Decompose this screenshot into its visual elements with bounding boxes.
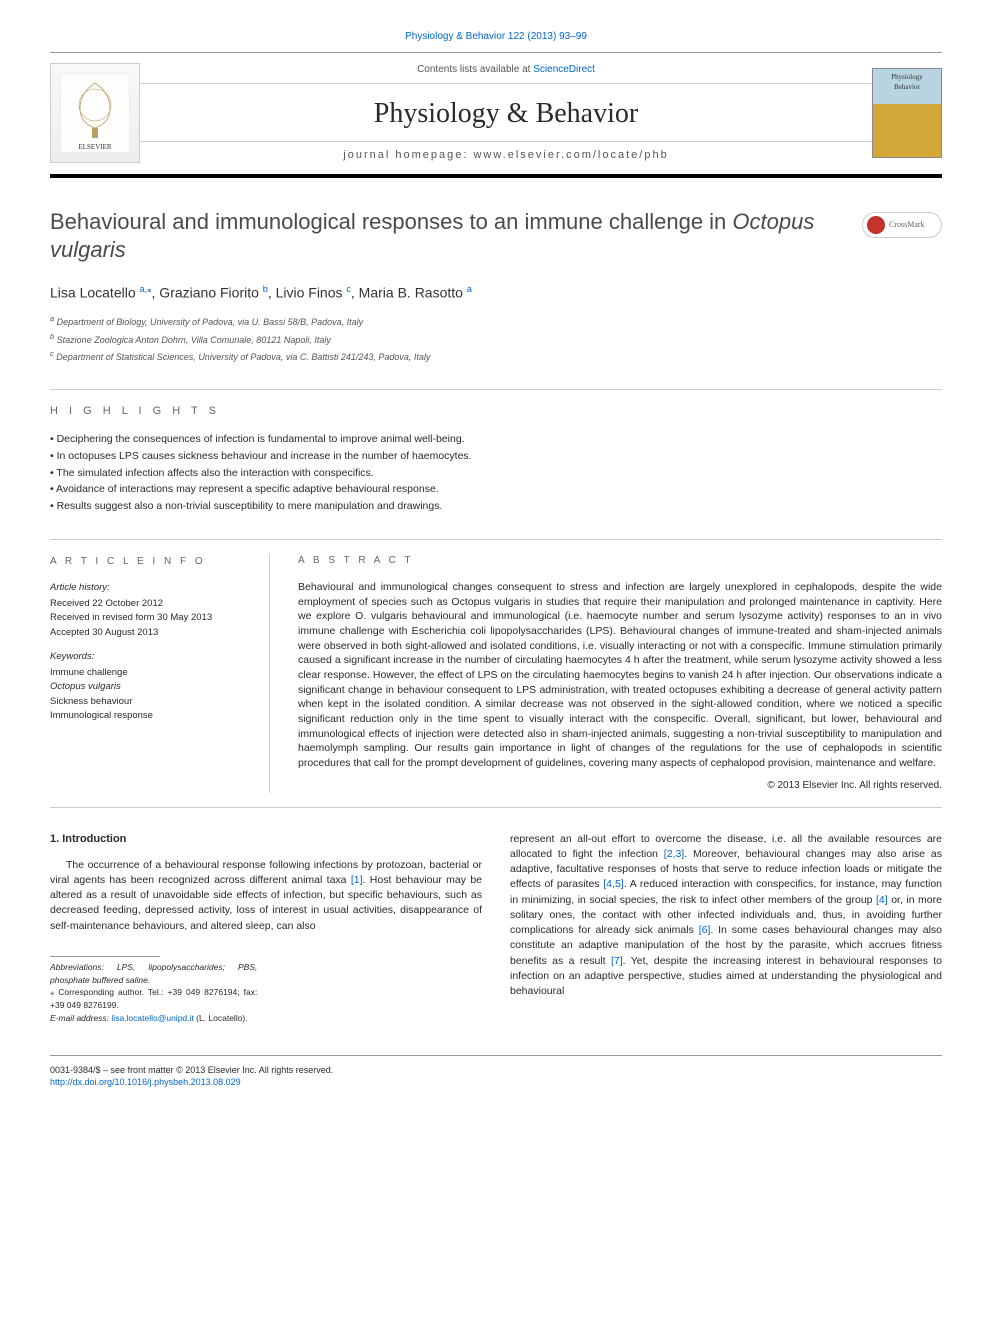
- footer-left: 0031-9384/$ – see front matter © 2013 El…: [50, 1064, 333, 1089]
- cover-title-2: Behavior: [894, 83, 920, 93]
- page-footer: 0031-9384/$ – see front matter © 2013 El…: [50, 1055, 942, 1089]
- author-affil-marker: a,⁎: [140, 284, 152, 294]
- header-center: Contents lists available at ScienceDirec…: [140, 63, 872, 164]
- journal-cover-thumbnail: Physiology Behavior: [872, 68, 942, 158]
- body-column-left: 1. Introduction The occurrence of a beha…: [50, 832, 482, 1025]
- reference-link[interactable]: [6]: [699, 924, 711, 936]
- abbreviations-footnote: Abbreviations: LPS, lipopolysaccharides;…: [50, 961, 257, 987]
- elsevier-tree-icon: ELSEVIER: [60, 73, 130, 153]
- article-info-label: A R T I C L E I N F O: [50, 554, 253, 569]
- keywords-list: Immune challengeOctopus vulgarisSickness…: [50, 666, 253, 723]
- author-name: , Maria B. Rasotto: [351, 284, 467, 300]
- info-abstract-row: A R T I C L E I N F O Article history: R…: [50, 539, 942, 808]
- introduction-heading: 1. Introduction: [50, 832, 482, 848]
- intro-paragraph-2: represent an all-out effort to overcome …: [510, 832, 942, 999]
- abstract-text: Behavioural and immunological changes co…: [298, 580, 942, 771]
- keyword-item: Immunological response: [50, 709, 253, 723]
- email-link[interactable]: lisa.locatello@unipd.it: [111, 1013, 193, 1023]
- highlight-item: Results suggest also a non-trivial susce…: [50, 498, 942, 515]
- contents-prefix: Contents lists available at: [417, 64, 533, 75]
- highlight-item: In octopuses LPS causes sickness behavio…: [50, 448, 942, 465]
- front-matter-line: 0031-9384/$ – see front matter © 2013 El…: [50, 1064, 333, 1077]
- elsevier-logo: ELSEVIER: [50, 63, 140, 163]
- footnote-separator: [50, 956, 160, 957]
- svg-text:ELSEVIER: ELSEVIER: [78, 143, 111, 151]
- highlight-item: Deciphering the consequences of infectio…: [50, 431, 942, 448]
- highlights-list: Deciphering the consequences of infectio…: [50, 431, 942, 515]
- author-name: Lisa Locatello: [50, 284, 140, 300]
- sciencedirect-link[interactable]: ScienceDirect: [533, 64, 595, 75]
- keyword-item: Sickness behaviour: [50, 695, 253, 709]
- author-name: , Livio Finos: [268, 284, 347, 300]
- journal-header: ELSEVIER Contents lists available at Sci…: [50, 52, 942, 178]
- keywords-heading: Keywords:: [50, 650, 253, 664]
- crossmark-badge[interactable]: CrossMark: [862, 212, 942, 238]
- affiliation-line: b Stazione Zoologica Anton Dohrn, Villa …: [50, 331, 942, 348]
- journal-name: Physiology & Behavior: [140, 94, 872, 133]
- article-title: Behavioural and immunological responses …: [50, 208, 942, 265]
- affiliation-line: a Department of Biology, University of P…: [50, 313, 942, 330]
- history-list: Received 22 October 2012Received in revi…: [50, 597, 253, 640]
- highlights-label: H I G H L I G H T S: [50, 389, 942, 419]
- copyright-line: © 2013 Elsevier Inc. All rights reserved…: [298, 779, 942, 793]
- authors-line: Lisa Locatello a,⁎, Graziano Fiorito b, …: [50, 283, 942, 303]
- keyword-item: Octopus vulgaris: [50, 680, 253, 694]
- cover-title-1: Physiology: [891, 73, 923, 83]
- reference-link[interactable]: [7]: [611, 955, 623, 967]
- email-suffix: (L. Locatello).: [194, 1013, 248, 1023]
- body-column-right: represent an all-out effort to overcome …: [510, 832, 942, 1025]
- history-heading: Article history:: [50, 581, 253, 595]
- affiliations: a Department of Biology, University of P…: [50, 313, 942, 365]
- journal-homepage[interactable]: journal homepage: www.elsevier.com/locat…: [140, 141, 872, 163]
- introduction-section: 1. Introduction The occurrence of a beha…: [50, 832, 942, 1025]
- reference-link[interactable]: [4,5]: [603, 878, 623, 890]
- corresponding-author-footnote: ⁎ Corresponding author. Tel.: +39 049 82…: [50, 986, 257, 1012]
- reference-link[interactable]: [1]: [351, 874, 363, 886]
- highlight-item: Avoidance of interactions may represent …: [50, 481, 942, 498]
- keyword-item: Immune challenge: [50, 666, 253, 680]
- affiliation-line: c Department of Statistical Sciences, Un…: [50, 348, 942, 365]
- email-footnote: E-mail address: lisa.locatello@unipd.it …: [50, 1012, 257, 1025]
- intro-paragraph-1: The occurrence of a behavioural response…: [50, 858, 482, 934]
- citation-line[interactable]: Physiology & Behavior 122 (2013) 93–99: [50, 30, 942, 44]
- doi-link[interactable]: http://dx.doi.org/10.1016/j.physbeh.2013…: [50, 1076, 333, 1089]
- reference-link[interactable]: [4]: [876, 894, 888, 906]
- history-line: Received in revised form 30 May 2013: [50, 611, 253, 625]
- title-text: Behavioural and immunological responses …: [50, 209, 732, 234]
- highlight-item: The simulated infection affects also the…: [50, 465, 942, 482]
- crossmark-label: CrossMark: [889, 219, 925, 230]
- reference-link[interactable]: [2,3]: [664, 848, 684, 860]
- footnotes: Abbreviations: LPS, lipopolysaccharides;…: [50, 956, 257, 1025]
- email-label: E-mail address:: [50, 1013, 111, 1023]
- abstract-label: A B S T R A C T: [298, 554, 942, 568]
- abstract-column: A B S T R A C T Behavioural and immunolo…: [298, 554, 942, 793]
- author-name: , Graziano Fiorito: [152, 284, 263, 300]
- contents-available: Contents lists available at ScienceDirec…: [140, 63, 872, 84]
- history-line: Received 22 October 2012: [50, 597, 253, 611]
- history-line: Accepted 30 August 2013: [50, 626, 253, 640]
- article-info-column: A R T I C L E I N F O Article history: R…: [50, 554, 270, 793]
- author-affil-marker: a: [467, 284, 472, 294]
- crossmark-icon: [867, 216, 885, 234]
